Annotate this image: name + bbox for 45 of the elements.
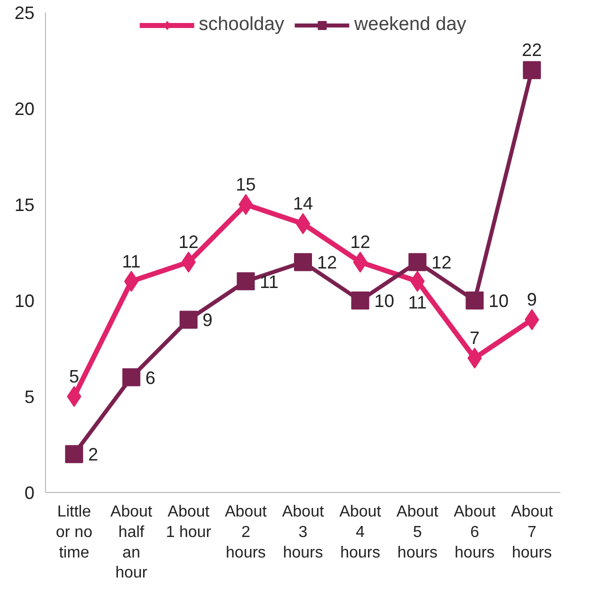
data-label: 6 (145, 368, 156, 388)
data-label: 12 (178, 232, 199, 252)
y-tick-label: 0 (24, 483, 35, 503)
y-tick-label: 15 (14, 195, 35, 215)
y-tick-label: 25 (14, 3, 35, 23)
point (522, 61, 541, 80)
legend-label: schoolday (198, 14, 284, 36)
x-tick-label: About half an hour (110, 504, 153, 582)
data-label: 12 (350, 232, 370, 252)
x-tick-label: About 4 hours (339, 504, 382, 562)
data-label: 2 (88, 444, 98, 465)
point (466, 292, 484, 310)
point (294, 253, 312, 272)
legend-label: weekend day (354, 14, 466, 36)
data-label: 12 (431, 252, 452, 273)
data-label: 11 (260, 272, 278, 292)
x-tick-label: About 5 hours (396, 504, 439, 562)
data-label: 22 (522, 40, 542, 60)
data-label: 9 (202, 310, 213, 330)
x-tick-label: About 2 hours (224, 504, 268, 562)
point (236, 272, 255, 290)
point (122, 368, 140, 386)
data-label: 10 (488, 291, 509, 311)
data-label: 10 (374, 291, 394, 311)
data-label: 9 (526, 290, 537, 310)
point (351, 292, 370, 310)
data-label: 12 (317, 252, 338, 273)
data-label: 15 (236, 174, 256, 194)
y-tick-label: 10 (14, 291, 35, 311)
data-label: 14 (292, 194, 314, 214)
point (65, 445, 84, 464)
data-label: 11 (408, 292, 427, 312)
data-label: 7 (470, 328, 480, 348)
point (180, 310, 198, 329)
x-tick-label: About 3 hours (282, 504, 324, 562)
x-tick-label: About 7 hours (510, 504, 554, 562)
x-tick-label: About 6 hours (454, 504, 496, 562)
point (408, 253, 426, 272)
x-tick-label: Little or no time (56, 504, 92, 562)
point (66, 386, 82, 407)
data-label: 5 (69, 366, 80, 386)
data-label: 11 (122, 251, 141, 272)
y-tick-label: 20 (14, 99, 35, 119)
y-tick-label: 5 (24, 387, 35, 407)
x-tick-label: About 1 hour (166, 504, 212, 541)
